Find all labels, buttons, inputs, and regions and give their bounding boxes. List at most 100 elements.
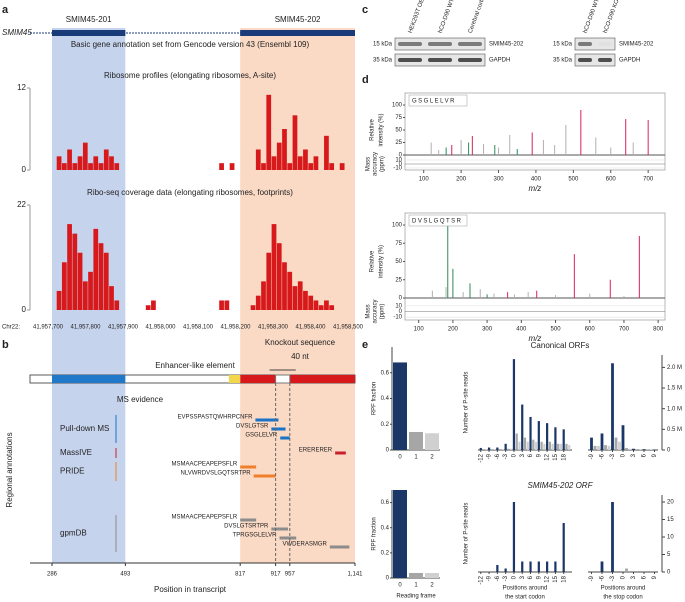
x-tick-label: 0 xyxy=(398,455,402,461)
bar xyxy=(597,445,600,450)
x-tick-label: 0 xyxy=(398,583,402,589)
y-tick-label: 0.6 xyxy=(381,500,390,506)
bar xyxy=(151,300,156,310)
x-tick-label: -6 xyxy=(495,453,501,459)
bar xyxy=(600,561,604,572)
bar xyxy=(255,149,261,170)
bar xyxy=(77,156,83,170)
band xyxy=(458,58,482,62)
bar xyxy=(554,561,557,572)
bar xyxy=(313,156,319,170)
panel-letter: e xyxy=(362,339,368,351)
x-tick-label: 493 xyxy=(120,572,131,578)
cds-201 xyxy=(52,375,126,383)
bar xyxy=(529,561,532,572)
isoform-highlight xyxy=(240,28,355,563)
x-tick-label: 100 xyxy=(414,327,425,333)
peptide-seq: GSGLELVR xyxy=(412,99,456,105)
isoform-name: SMIM45-201 xyxy=(66,15,112,24)
bar xyxy=(611,363,614,450)
bar xyxy=(250,305,256,310)
bar xyxy=(607,445,611,450)
peptide-box xyxy=(408,214,468,227)
y-tick-label: 0 xyxy=(667,570,671,576)
bar xyxy=(67,224,72,310)
bar xyxy=(625,568,628,572)
axis-title: Mass xyxy=(366,157,372,171)
bar xyxy=(56,290,62,310)
x-tick-label: 9 xyxy=(652,575,658,579)
enhancer-label: Enhancer-like element xyxy=(155,361,235,370)
bar xyxy=(618,441,621,450)
x-tick-label: 6 xyxy=(528,575,534,579)
y-tick-label: 1.0 M xyxy=(667,406,682,412)
track-title: Ribosome profiles (elongating ribosomes,… xyxy=(104,71,276,80)
x-tick-label: 12 xyxy=(545,575,551,582)
peptide xyxy=(255,418,279,422)
plot-frame xyxy=(404,212,666,321)
axis-title: m/z xyxy=(529,184,542,193)
y-tick-label: 12 xyxy=(17,83,26,92)
bar xyxy=(77,252,83,310)
y-tick-label: 2.0 M xyxy=(667,365,682,371)
bar xyxy=(490,449,493,450)
bar xyxy=(261,163,266,170)
axis-title: accuracy xyxy=(373,299,379,323)
cds-202 xyxy=(240,375,355,383)
x-tick-label: 200 xyxy=(456,177,467,183)
x-tick-label: 1 xyxy=(414,583,418,589)
bar xyxy=(61,163,67,170)
x-tick-label: -9 xyxy=(487,453,493,459)
ms-source: PRIDE xyxy=(60,467,84,476)
peptide-seq: EVPSSPASTQWHRPCNFR xyxy=(178,415,254,421)
y-tick-label: 25 xyxy=(395,140,402,146)
y-tick-label: 15 xyxy=(667,517,674,523)
bar xyxy=(98,163,104,170)
bar xyxy=(276,142,282,170)
band xyxy=(428,42,452,46)
peptide-box xyxy=(408,94,468,107)
bar xyxy=(276,243,282,310)
y-tick-label: 0.6 xyxy=(381,370,390,376)
x-tick-label: -6 xyxy=(600,575,606,581)
x-tick-label: 1 xyxy=(414,455,418,461)
bar xyxy=(329,305,335,310)
bar xyxy=(287,271,293,310)
axis-title: the start codon xyxy=(505,595,545,601)
lane-label: HEK293T OE xyxy=(408,0,426,34)
bar xyxy=(425,433,439,450)
bar xyxy=(145,305,151,310)
bar xyxy=(308,295,314,310)
bar xyxy=(292,115,298,170)
bar xyxy=(261,281,266,310)
bar xyxy=(512,502,516,572)
bar xyxy=(565,443,568,450)
bar xyxy=(393,362,407,450)
x-tick-label: 2 xyxy=(430,455,434,461)
bar xyxy=(329,163,335,170)
bar xyxy=(282,262,287,310)
bar xyxy=(297,281,303,310)
bar xyxy=(255,295,261,310)
peptide xyxy=(271,427,286,431)
bar xyxy=(72,163,78,170)
axis-title: RPF fraction xyxy=(372,382,378,415)
y-tick-label: 22 xyxy=(17,200,26,209)
y-tick-label: 25 xyxy=(395,277,402,283)
bar xyxy=(546,561,549,572)
x-tick-label: 300 xyxy=(482,327,493,333)
bar xyxy=(501,449,504,450)
x-tick-label: 12 xyxy=(545,453,551,460)
x-tick-label: 600 xyxy=(606,177,617,183)
band xyxy=(578,58,592,62)
x-tick-label: 18 xyxy=(561,453,567,460)
peptide xyxy=(240,518,257,522)
axis-title: m/z xyxy=(529,334,542,343)
bar xyxy=(313,300,319,310)
x-tick-label: 3 xyxy=(631,575,637,579)
bar xyxy=(487,447,491,450)
y-tick-label: 0 xyxy=(667,448,671,454)
bar xyxy=(639,449,642,450)
axis-title: Relative xyxy=(370,250,376,272)
x-tick-label: 3 xyxy=(520,453,526,457)
